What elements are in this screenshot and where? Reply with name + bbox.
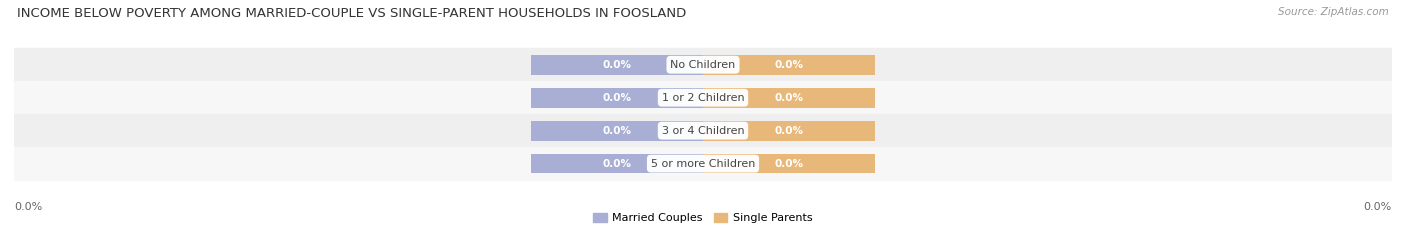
Bar [14, 48, 1392, 81]
Text: 0.0%: 0.0% [775, 159, 804, 169]
Text: 0.0%: 0.0% [775, 60, 804, 70]
Text: 1 or 2 Children: 1 or 2 Children [662, 93, 744, 103]
Text: 0.0%: 0.0% [775, 93, 804, 103]
Text: No Children: No Children [671, 60, 735, 70]
Text: 0.0%: 0.0% [602, 60, 631, 70]
Text: 0.0%: 0.0% [602, 126, 631, 136]
Bar [14, 81, 1392, 114]
Text: 0.0%: 0.0% [602, 159, 631, 169]
Bar [703, 55, 875, 75]
Text: 0.0%: 0.0% [1364, 202, 1392, 212]
Bar [14, 147, 1392, 180]
Bar [531, 88, 703, 108]
Text: 0.0%: 0.0% [14, 202, 42, 212]
Legend: Married Couples, Single Parents: Married Couples, Single Parents [589, 208, 817, 228]
Text: Source: ZipAtlas.com: Source: ZipAtlas.com [1278, 7, 1389, 17]
Text: INCOME BELOW POVERTY AMONG MARRIED-COUPLE VS SINGLE-PARENT HOUSEHOLDS IN FOOSLAN: INCOME BELOW POVERTY AMONG MARRIED-COUPL… [17, 7, 686, 20]
Bar [531, 121, 703, 140]
Bar [703, 121, 875, 140]
Bar [703, 154, 875, 174]
Text: 3 or 4 Children: 3 or 4 Children [662, 126, 744, 136]
Text: 0.0%: 0.0% [775, 126, 804, 136]
Bar [531, 154, 703, 174]
Text: 0.0%: 0.0% [602, 93, 631, 103]
Bar [14, 114, 1392, 147]
Bar [703, 88, 875, 108]
Bar [531, 55, 703, 75]
Text: 5 or more Children: 5 or more Children [651, 159, 755, 169]
